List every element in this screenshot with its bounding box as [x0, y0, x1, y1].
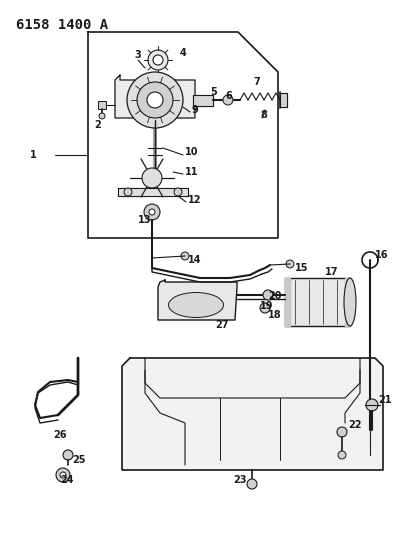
Polygon shape [344, 278, 349, 326]
Circle shape [127, 72, 182, 128]
Circle shape [153, 55, 163, 65]
Circle shape [180, 252, 189, 260]
Circle shape [222, 95, 232, 105]
Polygon shape [157, 280, 236, 320]
Circle shape [148, 50, 168, 70]
Circle shape [262, 290, 272, 300]
Polygon shape [193, 95, 213, 106]
Circle shape [147, 92, 163, 108]
Polygon shape [279, 93, 286, 107]
Text: 15: 15 [294, 263, 308, 273]
Circle shape [137, 82, 173, 118]
Text: 6158 1400 A: 6158 1400 A [16, 18, 108, 32]
Text: 11: 11 [184, 167, 198, 177]
Ellipse shape [343, 278, 355, 326]
Circle shape [124, 188, 132, 196]
Circle shape [99, 113, 105, 119]
Text: 25: 25 [72, 455, 85, 465]
Text: 19: 19 [259, 301, 273, 311]
Text: 20: 20 [267, 291, 281, 301]
Circle shape [63, 450, 73, 460]
Circle shape [337, 451, 345, 459]
Text: 21: 21 [377, 395, 391, 405]
Polygon shape [284, 278, 289, 326]
Circle shape [142, 168, 162, 188]
Text: 23: 23 [233, 475, 246, 485]
Ellipse shape [168, 293, 223, 318]
Circle shape [336, 427, 346, 437]
Circle shape [246, 479, 256, 489]
Text: 24: 24 [60, 475, 73, 485]
Polygon shape [284, 278, 349, 326]
Text: 4: 4 [180, 48, 186, 58]
Text: 26: 26 [53, 430, 67, 440]
Circle shape [259, 303, 270, 313]
Text: 9: 9 [191, 105, 198, 115]
Text: 10: 10 [184, 147, 198, 157]
FancyBboxPatch shape [98, 101, 106, 109]
Circle shape [60, 472, 66, 478]
Text: 14: 14 [188, 255, 201, 265]
Circle shape [144, 204, 160, 220]
Text: 16: 16 [374, 250, 388, 260]
Text: 22: 22 [347, 420, 361, 430]
Circle shape [365, 399, 377, 411]
Circle shape [173, 188, 182, 196]
Text: 27: 27 [215, 320, 228, 330]
Text: 2: 2 [94, 120, 101, 130]
Text: 18: 18 [267, 310, 281, 320]
Text: 12: 12 [188, 195, 201, 205]
Polygon shape [115, 75, 195, 118]
Text: 3: 3 [134, 50, 141, 60]
Text: 13: 13 [138, 215, 151, 225]
Text: 17: 17 [324, 267, 338, 277]
Text: 6: 6 [225, 91, 231, 101]
Circle shape [148, 209, 155, 215]
Text: 7: 7 [252, 77, 259, 87]
Polygon shape [118, 188, 188, 196]
Text: 8: 8 [259, 110, 266, 120]
Circle shape [56, 468, 70, 482]
Polygon shape [122, 358, 382, 470]
Circle shape [285, 260, 293, 268]
Text: 1: 1 [30, 150, 37, 160]
Text: 5: 5 [209, 87, 216, 97]
